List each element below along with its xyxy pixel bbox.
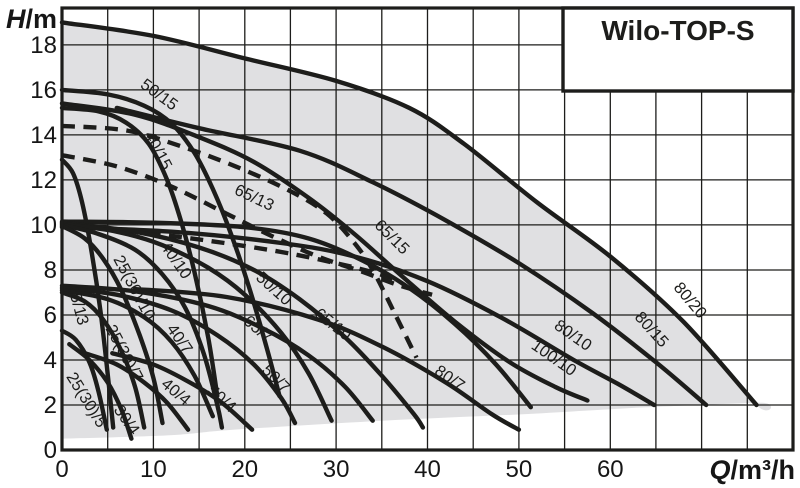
x-tick-label: 50 — [506, 456, 533, 483]
x-tick-label: 60 — [597, 456, 624, 483]
y-axis-label: H/m — [6, 4, 57, 34]
y-tick-label: 12 — [30, 167, 57, 194]
y-tick-label: 14 — [30, 122, 57, 149]
y-tick-label: 6 — [44, 302, 57, 329]
curve-25(30)/7 — [59, 290, 147, 430]
curve-40/15 — [59, 105, 220, 399]
y-tick-label: 8 — [44, 257, 57, 284]
plot-border — [60, 6, 795, 452]
curve-65/10 — [59, 220, 426, 430]
curve-50/10 — [59, 221, 334, 423]
y-tick-label: 16 — [30, 77, 57, 104]
y-tick-label: 18 — [30, 32, 57, 59]
curve-40/4 — [82, 351, 191, 432]
x-tick-label: 40 — [414, 456, 441, 483]
y-tick-label: 0 — [44, 437, 57, 464]
curve-80/20 — [59, 20, 759, 408]
curve-dashed-upper — [61, 123, 419, 359]
curve-50/4 — [110, 351, 255, 432]
x-tick-label: 10 — [140, 456, 167, 483]
title-box-frame — [561, 6, 795, 93]
curve-40/7 — [59, 288, 215, 419]
operating-range-region — [62, 22, 772, 439]
x-tick-label: 20 — [231, 456, 258, 483]
curve-80/10 — [59, 225, 657, 408]
plot-area: 80/2080/1565/1550/1540/1525/1365/13100/1… — [30, 6, 795, 483]
x-tick-label: 30 — [323, 456, 350, 483]
curve-50/15 — [59, 87, 282, 399]
x-axis-label: Q/m³/h — [709, 455, 795, 485]
title-box: Wilo-TOP-S — [561, 6, 795, 93]
curve-80/15 — [114, 105, 709, 408]
curve-65/13 — [61, 153, 433, 297]
y-tick-label: 10 — [30, 212, 57, 239]
x-tick-label: 0 — [55, 456, 68, 483]
curve-80/7 — [132, 286, 522, 432]
curve-50/7 — [59, 285, 298, 426]
curve-65/7 — [59, 283, 375, 423]
y-tick-label: 4 — [44, 347, 57, 374]
y-tick-label: 2 — [44, 392, 57, 419]
chart-title: Wilo-TOP-S — [601, 15, 754, 46]
